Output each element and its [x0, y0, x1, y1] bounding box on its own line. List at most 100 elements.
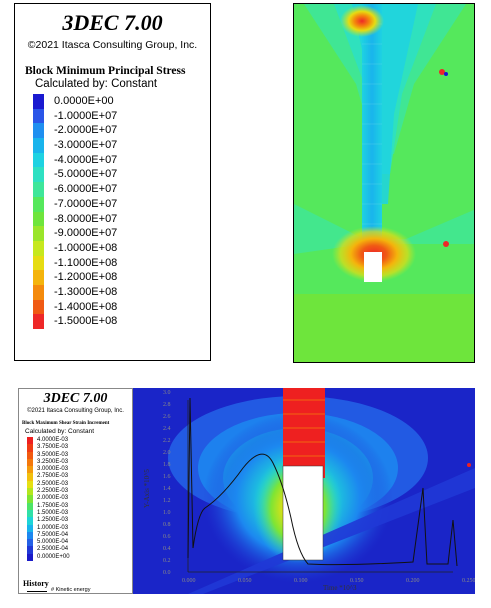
top-legend-copyright: ©2021 Itasca Consulting Group, Inc. — [27, 39, 198, 51]
history-entry-label: # Kinetic energy — [51, 587, 91, 593]
legend-color-swatch — [33, 255, 44, 271]
legend-value-label: 3.7500E-03 — [37, 444, 69, 451]
x-tick-label: 0.000 — [182, 578, 196, 584]
legend-color-swatch — [27, 495, 33, 503]
y-tick-label: 3.0 — [163, 390, 171, 396]
legend-value-label: 1.5000E-03 — [37, 509, 69, 516]
y-tick-label: 1.6 — [163, 474, 171, 480]
y-tick-label: 0.0 — [163, 570, 171, 576]
legend-value-label: -1.0000E+07 — [54, 109, 118, 122]
legend-color-swatch — [27, 531, 33, 540]
legend-value-label: 2.7500E-03 — [37, 473, 69, 480]
legend-value-label: -9.0000E+07 — [54, 227, 118, 240]
legend-color-swatch — [33, 138, 44, 153]
legend-color-swatch — [27, 539, 33, 547]
legend-value-label: 5.0000E-04 — [37, 539, 69, 546]
legend-color-swatch — [27, 524, 33, 532]
legend-color-swatch — [27, 509, 33, 518]
history-title: History — [23, 579, 49, 588]
legend-color-swatch — [27, 546, 33, 554]
y-axis-label: Y-Axis *10^5 — [143, 469, 151, 508]
stress-contour-graphic — [294, 4, 474, 362]
legend-value-label: -6.0000E+07 — [54, 183, 118, 196]
legend-color-swatch — [33, 299, 44, 315]
bottom-legend-copyright: ©2021 Itasca Consulting Group, Inc. — [27, 408, 124, 414]
legend-value-label: -1.1000E+08 — [54, 256, 118, 269]
x-tick-label: 0.150 — [350, 578, 364, 584]
y-tick-label: 2.6 — [163, 414, 171, 420]
legend-value-label: -2.0000E+07 — [54, 124, 118, 137]
y-tick-label: 2.0 — [163, 450, 171, 456]
history-line-swatch — [27, 591, 47, 592]
max-shear-strain-contour-plot[interactable]: 3.0 2.8 2.6 2.4 2.2 2.0 1.8 1.6 1.4 1.2 1.0 0.8 0.6 0… — [133, 388, 475, 594]
legend-color-swatch — [33, 314, 44, 329]
legend-value-label: 2.0000E-03 — [37, 495, 69, 502]
legend-value-label: -1.2000E+08 — [54, 271, 118, 284]
legend-value-label: 2.5000E-03 — [37, 480, 69, 487]
legend-color-swatch — [33, 226, 44, 241]
legend-color-swatch — [27, 502, 33, 510]
x-tick-label: 0.250 — [462, 578, 475, 584]
legend-color-swatch — [33, 270, 44, 285]
minimum-principal-stress-contour-plot[interactable] — [293, 3, 475, 363]
legend-color-swatch — [33, 211, 44, 227]
top-legend-app-title: 3DEC 7.00 — [62, 10, 163, 35]
legend-value-label: -4.0000E+07 — [54, 153, 118, 166]
legend-color-swatch — [27, 517, 33, 525]
legend-value-label: -5.0000E+07 — [54, 168, 118, 181]
legend-color-swatch — [27, 488, 33, 496]
x-tick-label: 0.200 — [406, 578, 420, 584]
y-tick-label: 1.4 — [163, 486, 171, 492]
legend-value-label: 1.0000E-03 — [37, 524, 69, 531]
bottom-legend-calculated-by: Calculated by: Constant — [25, 428, 95, 435]
x-tick-labels: 0.000 0.050 0.100 0.150 0.200 0.250 — [182, 578, 475, 584]
legend-color-swatch — [33, 182, 44, 197]
legend-color-swatch — [33, 240, 44, 256]
legend-color-swatch — [33, 152, 44, 168]
kinetic-energy-history-curve — [187, 397, 458, 567]
bottom-legend-panel: 3DEC 7.00 ©2021 Itasca Consulting Group,… — [18, 388, 133, 594]
legend-value-label: 1.7500E-03 — [37, 502, 69, 509]
y-tick-label: 0.6 — [163, 534, 171, 540]
legend-value-label: -3.0000E+07 — [54, 139, 118, 152]
legend-color-swatch — [27, 458, 33, 467]
legend-value-label: 0.0000E+00 — [37, 553, 70, 560]
y-tick-label: 0.8 — [163, 522, 171, 528]
shear-strain-graphic: 3.0 2.8 2.6 2.4 2.2 2.0 1.8 1.6 1.4 1.2 1.0 0.8 0.6 0… — [133, 388, 475, 594]
legend-value-label: 7.5000E-04 — [37, 531, 69, 538]
y-tick-label: 2.8 — [163, 402, 171, 408]
legend-color-swatch — [27, 444, 33, 452]
legend-value-label: 3.0000E-03 — [37, 466, 69, 473]
top-legend-plot-title: Block Minimum Principal Stress — [25, 65, 186, 77]
legend-value-label: -1.0000E+08 — [54, 241, 118, 254]
y-tick-labels: 3.0 2.8 2.6 2.4 2.2 2.0 1.8 1.6 1.4 1.2 1.0 0.8 0.6 0… — [163, 390, 171, 576]
legend-value-label: -8.0000E+07 — [54, 212, 118, 225]
legend-value-label: 4.0000E-03 — [37, 437, 69, 443]
bottom-legend-plot-title: Block Maximum Shear Strain Increment — [22, 421, 110, 426]
y-tick-label: 2.2 — [163, 438, 171, 444]
legend-value-label: -7.0000E+07 — [54, 197, 118, 210]
legend-color-swatch — [27, 451, 33, 459]
legend-color-swatch — [27, 480, 33, 489]
bottom-legend-app-title: 3DEC 7.00 — [43, 391, 108, 406]
legend-value-label: -1.3000E+08 — [54, 285, 118, 298]
y-tick-label: 1.0 — [163, 510, 171, 516]
legend-value-label: 3.2500E-03 — [37, 458, 69, 465]
legend-value-label: -1.5000E+08 — [54, 315, 118, 328]
y-tick-label: 2.4 — [163, 426, 171, 432]
legend-color-swatch — [33, 108, 44, 124]
legend-value-label: -1.4000E+08 — [54, 300, 118, 313]
top-legend-panel: 3DEC 7.00 ©2021 Itasca Consulting Group,… — [14, 3, 211, 361]
x-axis-label: Time *10^3 — [323, 584, 357, 592]
y-tick-label: 0.4 — [163, 546, 171, 552]
legend-value-label: 0.0000E+00 — [54, 95, 114, 107]
y-tick-label: 1.2 — [163, 498, 171, 504]
legend-color-swatch — [27, 553, 33, 562]
y-tick-label: 1.8 — [163, 462, 171, 468]
top-legend-calculated-by: Calculated by: Constant — [35, 78, 158, 90]
legend-value-label: 2.5000E-04 — [37, 546, 69, 553]
legend-color-swatch — [33, 94, 44, 109]
legend-color-swatch — [27, 437, 33, 445]
legend-color-swatch — [33, 284, 44, 300]
y-tick-label: 0.2 — [163, 558, 171, 564]
